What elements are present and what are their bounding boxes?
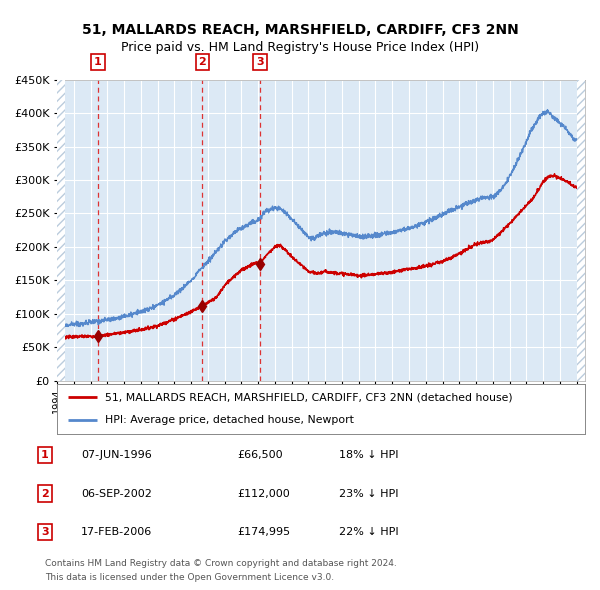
- Text: 1: 1: [41, 450, 49, 460]
- Text: 18% ↓ HPI: 18% ↓ HPI: [339, 450, 398, 460]
- Text: 3: 3: [256, 57, 264, 67]
- Text: Price paid vs. HM Land Registry's House Price Index (HPI): Price paid vs. HM Land Registry's House …: [121, 41, 479, 54]
- Text: £66,500: £66,500: [237, 450, 283, 460]
- Bar: [57, 80, 65, 381]
- Text: 23% ↓ HPI: 23% ↓ HPI: [339, 489, 398, 499]
- Text: £174,995: £174,995: [237, 527, 290, 537]
- Bar: [577, 80, 585, 381]
- Text: 06-SEP-2002: 06-SEP-2002: [81, 489, 152, 499]
- Text: 22% ↓ HPI: 22% ↓ HPI: [339, 527, 398, 537]
- Text: 07-JUN-1996: 07-JUN-1996: [81, 450, 152, 460]
- Text: 51, MALLARDS REACH, MARSHFIELD, CARDIFF, CF3 2NN (detached house): 51, MALLARDS REACH, MARSHFIELD, CARDIFF,…: [104, 392, 512, 402]
- Text: Contains HM Land Registry data © Crown copyright and database right 2024.: Contains HM Land Registry data © Crown c…: [45, 559, 397, 568]
- Text: 51, MALLARDS REACH, MARSHFIELD, CARDIFF, CF3 2NN: 51, MALLARDS REACH, MARSHFIELD, CARDIFF,…: [82, 22, 518, 37]
- Text: HPI: Average price, detached house, Newport: HPI: Average price, detached house, Newp…: [104, 415, 353, 425]
- Text: 2: 2: [199, 57, 206, 67]
- Text: 3: 3: [41, 527, 49, 537]
- Text: 2: 2: [41, 489, 49, 499]
- Text: 1: 1: [94, 57, 102, 67]
- Text: £112,000: £112,000: [237, 489, 290, 499]
- Text: This data is licensed under the Open Government Licence v3.0.: This data is licensed under the Open Gov…: [45, 572, 334, 582]
- Text: 17-FEB-2006: 17-FEB-2006: [81, 527, 152, 537]
